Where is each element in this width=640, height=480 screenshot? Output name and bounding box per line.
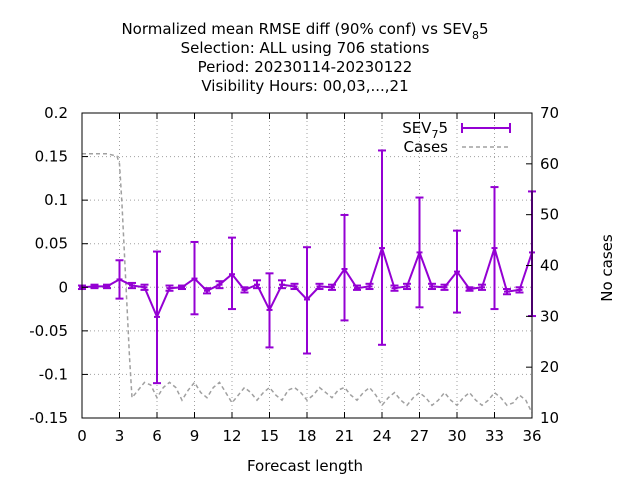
x-tick-label: 24 [372, 427, 391, 445]
y2-tick-label: 40 [540, 257, 559, 275]
cases-line [82, 152, 533, 414]
y2-axis-label: No cases [598, 234, 616, 302]
title-line: Visibility Hours: 00,03,...,21 [201, 77, 408, 95]
x-tick-label: 33 [485, 427, 504, 445]
x-tick-label: 30 [447, 427, 466, 445]
y-tick-label: 0.1 [44, 191, 68, 209]
y-tick-label: 0.05 [35, 235, 68, 253]
x-tick-label: 27 [410, 427, 429, 445]
legend-label-cases: Cases [403, 138, 448, 156]
x-tick-label: 6 [152, 427, 162, 445]
x-tick-label: 21 [335, 427, 354, 445]
y-tick-label: -0.05 [29, 322, 68, 340]
sev75-series [78, 149, 536, 385]
x-axis-label: Forecast length [247, 457, 363, 475]
y-tick-label: 0.15 [35, 148, 68, 166]
title-line: Normalized mean RMSE diff (90% conf) vs … [121, 20, 488, 42]
y2-tick-label: 50 [540, 206, 559, 224]
y-tick-label: -0.1 [39, 365, 68, 383]
title-line: Period: 20230114-20230122 [198, 58, 413, 76]
x-tick-label: 9 [190, 427, 200, 445]
y-axis-ticks: -0.15 -0.1 -0.05 0 0.05 0.1 0.15 0.2 [29, 104, 88, 427]
y2-tick-label: 20 [540, 358, 559, 376]
x-tick-label: 0 [77, 427, 87, 445]
y2-tick-label: 10 [540, 409, 559, 427]
x-tick-label: 3 [115, 427, 125, 445]
x-tick-label: 15 [260, 427, 279, 445]
x-tick-label: 18 [297, 427, 316, 445]
y-tick-label: 0 [58, 278, 68, 296]
legend-label-sev75: SEV75 [402, 119, 448, 141]
x-tick-label: 12 [222, 427, 241, 445]
y2-tick-label: 30 [540, 307, 559, 325]
title-line: Selection: ALL using 706 stations [181, 39, 430, 57]
y2-axis-ticks: 10 20 30 40 50 60 70 [526, 104, 559, 427]
cases-series [82, 152, 533, 414]
y-tick-label: 0.2 [44, 104, 68, 122]
y2-tick-label: 70 [540, 104, 559, 122]
x-tick-label: 36 [522, 427, 541, 445]
y2-tick-label: 60 [540, 155, 559, 173]
x-axis-ticks: 0 3 6 9 12 15 18 21 24 27 30 33 36 [77, 113, 542, 445]
y-tick-label: -0.15 [29, 409, 68, 427]
chart-title: Normalized mean RMSE diff (90% conf) vs … [121, 20, 488, 95]
